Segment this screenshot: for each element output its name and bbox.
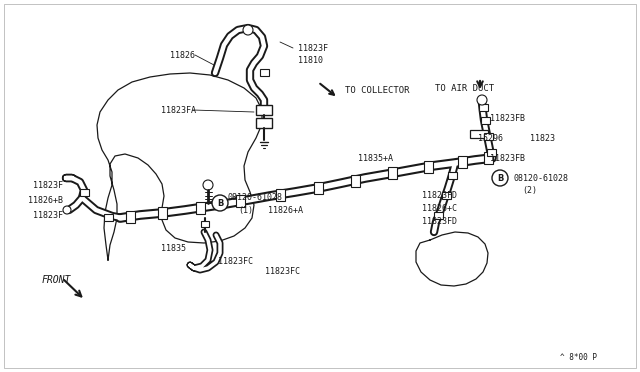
Bar bbox=[486, 148, 495, 155]
Bar bbox=[236, 195, 244, 207]
Text: 11823F: 11823F bbox=[33, 211, 63, 219]
Polygon shape bbox=[97, 73, 262, 260]
Text: (1): (1) bbox=[238, 205, 253, 215]
Text: 11823: 11823 bbox=[530, 134, 555, 142]
Text: TO COLLECTOR: TO COLLECTOR bbox=[345, 86, 410, 94]
Bar bbox=[424, 161, 433, 173]
Bar bbox=[125, 211, 134, 223]
Bar bbox=[483, 152, 493, 164]
Circle shape bbox=[243, 25, 253, 35]
FancyBboxPatch shape bbox=[470, 130, 488, 138]
Bar bbox=[195, 202, 205, 214]
Bar bbox=[275, 189, 285, 201]
Bar bbox=[433, 212, 442, 218]
Bar bbox=[442, 192, 451, 199]
Text: (2): (2) bbox=[522, 186, 537, 195]
Text: 11823F: 11823F bbox=[298, 44, 328, 52]
Text: 11823FB: 11823FB bbox=[490, 154, 525, 163]
Bar bbox=[201, 221, 209, 227]
Text: 11823FA: 11823FA bbox=[161, 106, 196, 115]
Text: 11823FC: 11823FC bbox=[218, 257, 253, 266]
Text: FRONT: FRONT bbox=[42, 275, 72, 285]
Circle shape bbox=[492, 170, 508, 186]
Bar bbox=[387, 167, 397, 179]
Text: 11826: 11826 bbox=[170, 51, 195, 60]
Text: 08120-61028: 08120-61028 bbox=[228, 192, 283, 202]
FancyBboxPatch shape bbox=[256, 118, 272, 128]
Circle shape bbox=[63, 206, 71, 214]
Bar bbox=[479, 103, 488, 110]
Bar bbox=[481, 116, 490, 124]
Bar bbox=[447, 171, 456, 179]
Text: 11826+C: 11826+C bbox=[422, 203, 457, 212]
FancyBboxPatch shape bbox=[256, 105, 272, 115]
Bar bbox=[157, 207, 166, 219]
Text: TO AIR DUCT: TO AIR DUCT bbox=[435, 83, 494, 93]
Text: 11823FD: 11823FD bbox=[422, 190, 457, 199]
Text: ^ 8*00 P: ^ 8*00 P bbox=[560, 353, 597, 362]
Text: 15296: 15296 bbox=[478, 134, 503, 142]
Text: B: B bbox=[217, 199, 223, 208]
Text: 11826+B: 11826+B bbox=[28, 196, 63, 205]
Bar bbox=[79, 189, 88, 196]
Text: 11826+A: 11826+A bbox=[268, 205, 303, 215]
Text: 11835: 11835 bbox=[161, 244, 186, 253]
Text: 11823FC: 11823FC bbox=[265, 267, 300, 276]
Polygon shape bbox=[416, 232, 488, 286]
Bar bbox=[351, 175, 360, 187]
Bar bbox=[458, 156, 467, 168]
Text: 11810: 11810 bbox=[298, 55, 323, 64]
Text: 11835+A: 11835+A bbox=[358, 154, 393, 163]
Text: 11823FD: 11823FD bbox=[422, 217, 457, 225]
Circle shape bbox=[477, 95, 487, 105]
Circle shape bbox=[212, 195, 228, 211]
Bar bbox=[259, 68, 269, 76]
Text: 11823F: 11823F bbox=[33, 180, 63, 189]
Bar bbox=[483, 132, 493, 140]
Bar bbox=[314, 182, 323, 194]
Text: 08120-61028: 08120-61028 bbox=[513, 173, 568, 183]
Text: 11823FB: 11823FB bbox=[490, 113, 525, 122]
Circle shape bbox=[203, 180, 213, 190]
Text: B: B bbox=[497, 173, 503, 183]
Bar bbox=[104, 214, 113, 221]
